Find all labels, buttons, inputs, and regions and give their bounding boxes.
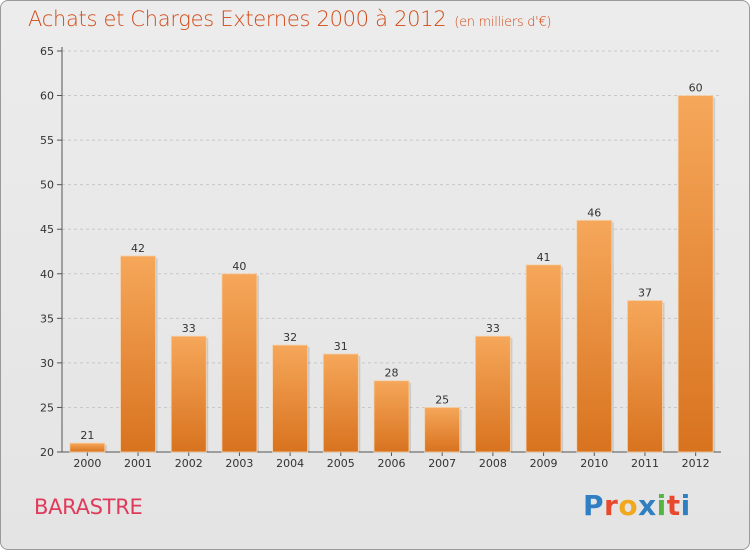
gridlines: [62, 50, 721, 408]
bar: [221, 273, 258, 453]
y-tick-label: 50: [40, 179, 54, 192]
logo-letter: P: [583, 489, 605, 522]
data-label: 25: [435, 393, 449, 406]
y-tick-label: 20: [40, 446, 54, 459]
data-label: 42: [131, 242, 145, 255]
data-label: 40: [232, 260, 246, 273]
data-label: 41: [537, 251, 551, 264]
value-labels: 21 42 33 40 32 31 28 25 33 41 46 37 60: [80, 82, 702, 443]
proxiti-logo[interactable]: Proxiti: [583, 489, 691, 522]
bar: [170, 335, 207, 453]
x-tick-label: 2004: [276, 457, 304, 470]
x-tick-label: 2007: [428, 457, 456, 470]
bar: [474, 335, 511, 453]
x-tick-label: 2001: [124, 457, 152, 470]
x-tick-label: 2000: [73, 457, 101, 470]
x-tick-label: 2003: [225, 457, 253, 470]
x-tick-label: 2008: [479, 457, 507, 470]
y-tick-label: 35: [40, 312, 54, 325]
chart-title: Achats et Charges Externes 2000 à 2012 (e…: [28, 7, 551, 31]
y-tick-label: 30: [40, 357, 54, 370]
bar: [576, 219, 613, 453]
bar: [120, 255, 156, 453]
logo-letter: x: [638, 489, 657, 522]
x-tick-label: 2009: [530, 457, 558, 470]
bar: [677, 95, 714, 453]
logo-letter: r: [604, 489, 619, 522]
place-name: BARASTRE: [34, 495, 143, 519]
axes: 20 25 30 35 40 45 50 55 60 65 2000 2001 2002 2003 2004…: [40, 45, 721, 470]
chart-subtitle: (en milliers d'€): [454, 15, 552, 30]
chart-title-text: Achats et Charges Externes 2000 à 2012: [28, 7, 447, 31]
bar: [373, 380, 410, 453]
logo-letter: i: [656, 489, 667, 522]
x-tick-label: 2011: [631, 457, 659, 470]
data-label: 32: [283, 331, 297, 344]
logo-letter: t: [666, 489, 681, 522]
logo-letter: i: [680, 489, 691, 522]
y-tick-label: 45: [40, 223, 54, 236]
bar: [272, 344, 309, 453]
data-label: 33: [486, 322, 500, 335]
x-tick-label: 2006: [378, 457, 406, 470]
x-tick-label: 2010: [580, 457, 608, 470]
bar: [424, 407, 461, 453]
data-label: 28: [385, 367, 399, 380]
data-label: 21: [80, 429, 94, 442]
bar: [627, 300, 663, 453]
data-label: 60: [689, 82, 703, 95]
x-tick-label: 2012: [682, 457, 710, 470]
bar: [69, 442, 106, 453]
data-label: 46: [587, 206, 601, 219]
y-tick-label: 60: [40, 90, 54, 103]
data-label: 37: [638, 287, 652, 300]
x-tick-label: 2002: [175, 457, 203, 470]
y-tick-label: 65: [40, 45, 54, 58]
y-tick-label: 55: [40, 134, 54, 147]
bar: [322, 353, 359, 453]
data-label: 33: [182, 322, 196, 335]
bars: [69, 95, 716, 453]
bar: [525, 264, 562, 453]
data-label: 31: [334, 340, 348, 353]
logo-letter: o: [618, 489, 639, 522]
y-tick-label: 25: [40, 401, 54, 414]
x-tick-label: 2005: [327, 457, 355, 470]
y-tick-label: 40: [40, 268, 54, 281]
